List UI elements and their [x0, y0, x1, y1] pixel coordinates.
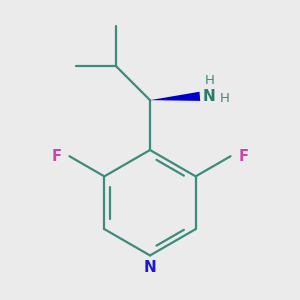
Text: H: H	[205, 74, 214, 88]
Text: N: N	[203, 89, 216, 104]
Text: N: N	[144, 260, 156, 275]
Text: H: H	[220, 92, 230, 105]
Polygon shape	[150, 92, 200, 101]
Text: F: F	[238, 149, 248, 164]
Text: F: F	[52, 149, 62, 164]
